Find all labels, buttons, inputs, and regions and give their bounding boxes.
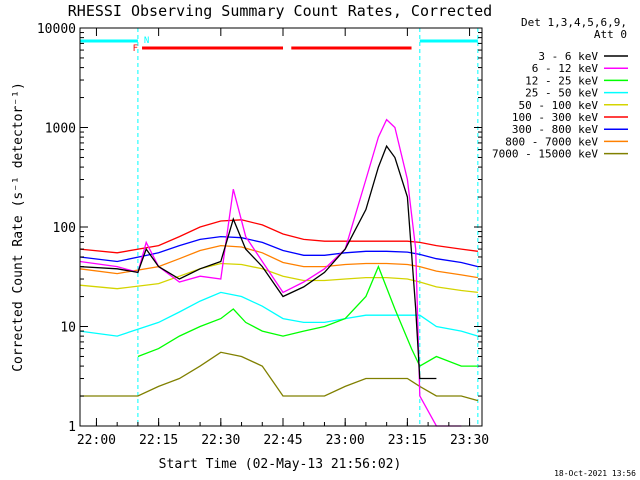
y-tick-label: 100: [53, 221, 76, 236]
x-tick-label: 23:30: [450, 433, 489, 448]
legend-label: 3 - 6 keV: [538, 50, 598, 63]
series-line-0: [79, 144, 437, 380]
night-marker: N: [144, 36, 149, 46]
y-tick-label: 10000: [37, 22, 76, 37]
legend-label: 7000 - 15000 keV: [492, 148, 598, 161]
y-tick-label: 1000: [45, 122, 76, 137]
y-axis-label: Corrected Count Rate (s⁻¹ detector⁻¹): [11, 82, 26, 372]
legend-header: Det 1,3,4,5,6,9,: [521, 16, 627, 29]
legend-label: 12 - 25 keV: [525, 74, 598, 87]
x-tick-label: 22:00: [77, 433, 116, 448]
legend-label: 300 - 800 keV: [512, 123, 598, 136]
series-line-3: [79, 291, 479, 337]
legend-header: Att 0: [594, 28, 627, 41]
chart-title: RHESSI Observing Summary Count Rates, Co…: [68, 2, 492, 20]
x-tick-label: 22:30: [201, 433, 240, 448]
series-line-7: [79, 244, 479, 279]
series-line-6: [79, 235, 479, 268]
flare-marker: F: [133, 44, 138, 54]
axes: 22:00 22:15 22:30 22:45 23:00 23:15 23:30 1 10 10…: [37, 22, 489, 448]
legend-label: 25 - 50 keV: [525, 87, 598, 100]
x-tick-label: 22:45: [263, 433, 302, 448]
legend-label: 100 - 300 keV: [512, 111, 598, 124]
legend-label: 6 - 12 keV: [532, 62, 599, 75]
render-timestamp: 18-Oct-2021 13:56: [554, 469, 636, 478]
series-line-5: [79, 219, 478, 254]
legend-label: 800 - 7000 keV: [505, 135, 598, 148]
x-tick-label: 23:00: [326, 433, 365, 448]
legend-label: 50 - 100 keV: [519, 99, 599, 112]
x-tick-label: 23:15: [388, 433, 427, 448]
x-axis-label: Start Time (02-May-13 21:56:02): [159, 457, 402, 472]
x-tick-label: 22:15: [139, 433, 178, 448]
series-line-4: [79, 262, 478, 294]
plot-area: FN: [79, 28, 479, 427]
y-tick-label: 10: [60, 321, 76, 336]
y-tick-label: 1: [68, 420, 76, 435]
